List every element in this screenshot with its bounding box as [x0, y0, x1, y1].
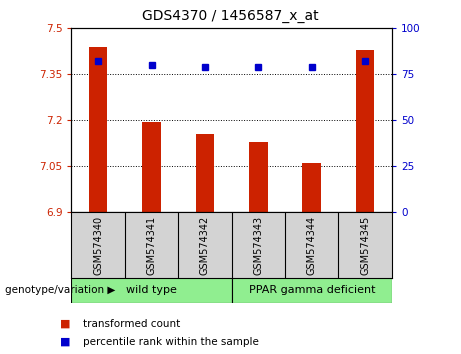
Bar [356, 50, 374, 212]
Text: GSM574343: GSM574343 [254, 216, 263, 275]
Text: genotype/variation ▶: genotype/variation ▶ [5, 285, 115, 295]
Text: GSM574344: GSM574344 [307, 216, 317, 275]
Bar [142, 122, 161, 212]
Text: GSM574340: GSM574340 [93, 216, 103, 275]
FancyBboxPatch shape [231, 278, 392, 303]
Text: GSM574345: GSM574345 [360, 216, 370, 275]
Bar [302, 163, 321, 212]
Text: GSM574341: GSM574341 [147, 216, 157, 275]
Text: wild type: wild type [126, 285, 177, 295]
Text: ■: ■ [60, 337, 71, 347]
Text: PPAR gamma deficient: PPAR gamma deficient [248, 285, 375, 295]
Text: ■: ■ [60, 319, 71, 329]
Bar [195, 134, 214, 212]
Bar [89, 47, 107, 212]
Text: GSM574342: GSM574342 [200, 216, 210, 275]
FancyBboxPatch shape [71, 278, 231, 303]
Text: GDS4370 / 1456587_x_at: GDS4370 / 1456587_x_at [142, 9, 319, 23]
Text: transformed count: transformed count [83, 319, 180, 329]
Bar [249, 142, 268, 212]
Text: percentile rank within the sample: percentile rank within the sample [83, 337, 259, 347]
